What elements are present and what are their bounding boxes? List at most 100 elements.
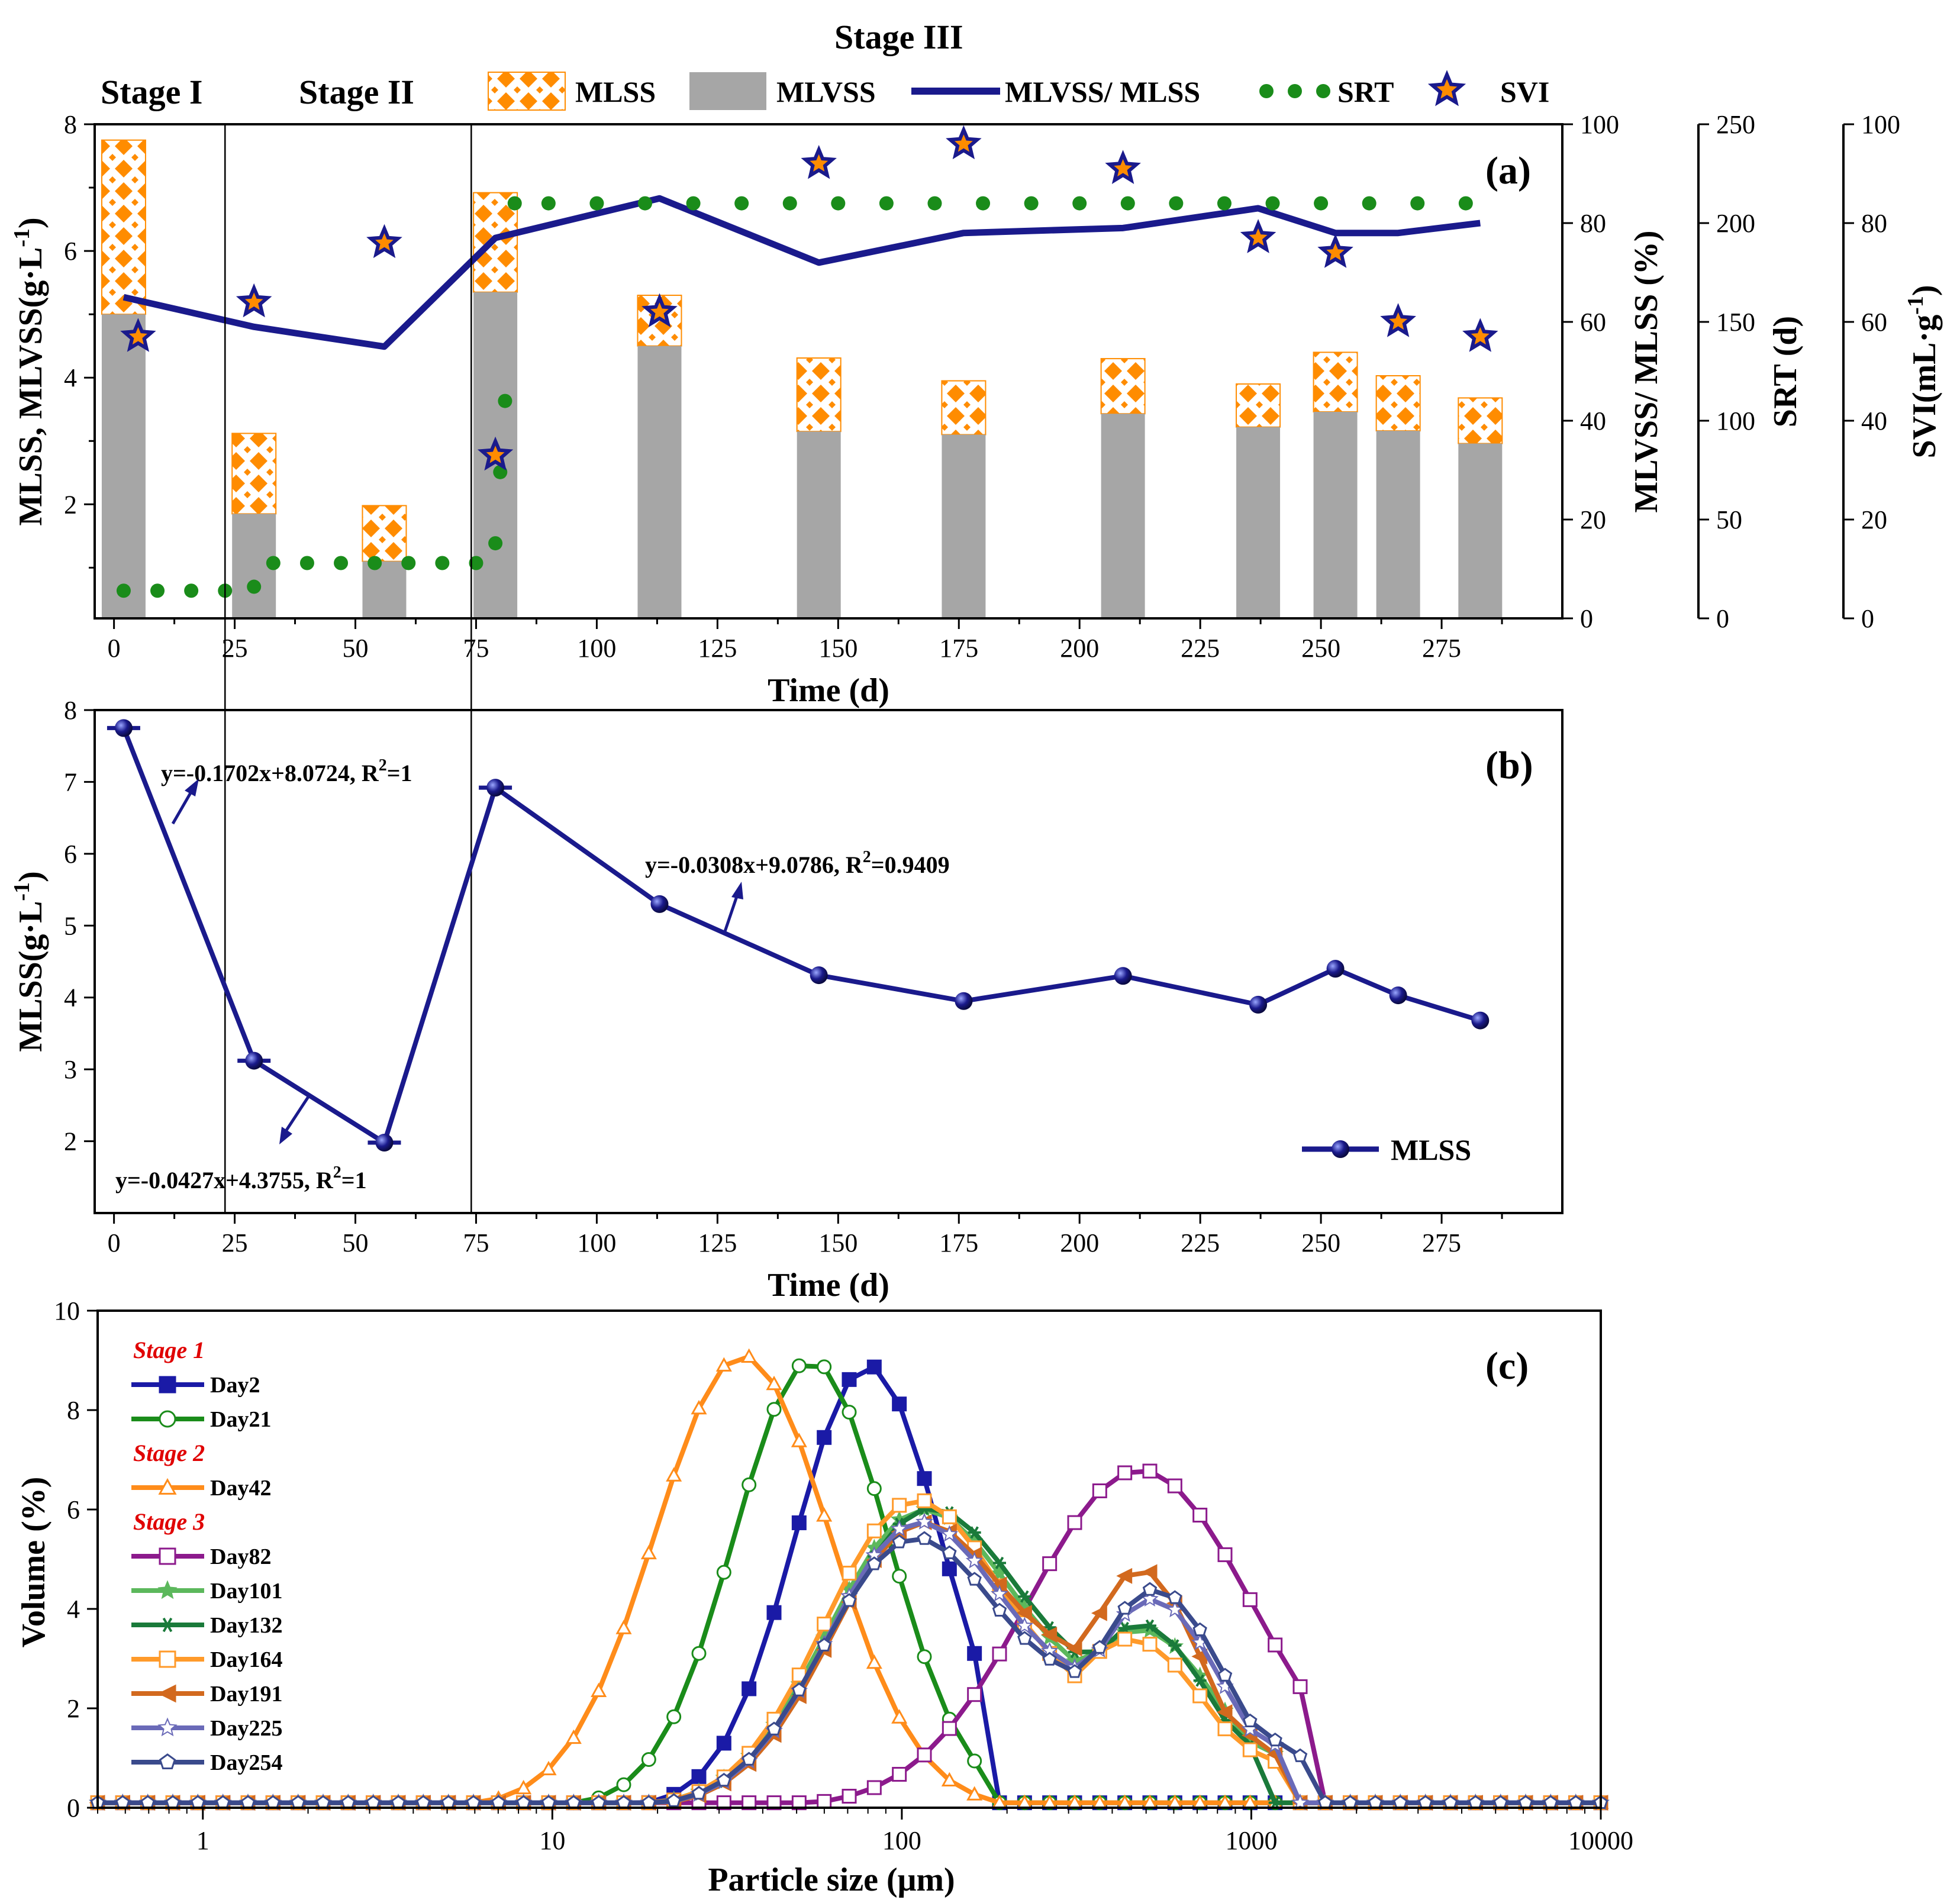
point-mlss-b [1249,995,1268,1014]
point-mlss-b [1471,1011,1490,1030]
equation-stage-3-tail: =0.9409 [871,851,950,878]
panel-c-frame [96,1309,1602,1809]
y-tick-label-ratio: 0 [1580,604,1593,633]
marker-square [1217,1547,1233,1562]
marker-pentagon [942,1545,957,1559]
legend-label-c: Day191 [210,1682,282,1707]
equation-stage-2-tail: =1 [341,1167,367,1194]
panel-a-frame [94,123,1564,620]
point-svi [946,125,982,160]
panel-b-axes: 0 25 50 75 100 125 150 175 200 225 250 275 2 3 4 5 6 7 8 [64,696,1503,1257]
marker-square [1217,1721,1233,1737]
series-day225 [89,1512,1610,1811]
marker-square [942,1721,957,1736]
marker-pentagon [691,1786,707,1800]
equation-stage-3: y=-0.0308x+9.0786, R2=0.9409 [645,848,950,878]
y-tick-label-srt: 200 [1716,209,1755,238]
marker-triangle-left [1041,1627,1058,1643]
y-tick-label-svi: 20 [1861,505,1887,534]
marker-triangle [691,1399,707,1415]
marker-square [766,1795,782,1811]
marker-asterisk [970,1526,979,1539]
x-tick-label-a: 225 [1181,634,1220,663]
equation-stage-1-main: y=-0.1702x+8.0724, R [161,760,379,786]
marker-triangle-left [1216,1704,1233,1720]
y-tick-label-srt: 50 [1716,505,1742,534]
marker-circle [791,1358,807,1373]
marker-pentagon [917,1531,932,1545]
point-mlss-b [114,719,133,737]
marker-square [159,1376,176,1394]
series-day132 [91,1502,1607,1810]
marker-pentagon [1217,1667,1233,1682]
panel-a-ylabel-left: MLSS, MLVSS(g·L-1) [9,217,49,525]
marker-asterisk [1195,1674,1204,1687]
marker-triangle [565,1729,582,1744]
marker-pentagon [1292,1748,1308,1762]
x-tick-label-b: 0 [108,1228,121,1257]
marker-square [1067,1515,1082,1530]
panel-a-xlabel: Time (d) [768,672,889,709]
marker-triangle-left [1116,1567,1133,1584]
marker-square [917,1747,932,1763]
marker-circle [842,1405,857,1420]
marker-square [1167,1478,1182,1494]
legend-dot-srt [1259,84,1274,98]
marker-pentagon [1067,1664,1082,1678]
marker-triangle [515,1779,532,1795]
marker-square [866,1359,882,1375]
arrow-eq2-shaft [285,1095,311,1131]
point-srt [184,583,199,598]
marker-pentagon [1268,1732,1282,1747]
bar-mlss [1236,383,1281,428]
marker-triangle [715,1357,732,1372]
point-srt [435,556,450,570]
series-day191 [89,1514,1608,1811]
bar-mlvss [637,346,682,618]
marker-pentagon [817,1637,831,1652]
marker-pentagon [892,1534,907,1549]
equation-stage-3-main: y=-0.0308x+9.0786, R [645,851,863,878]
x-tick-label-a: 100 [577,634,616,663]
marker-square [159,1650,176,1668]
point-svi [1240,219,1276,253]
bar-mlss [941,380,987,436]
y-tick-label-b: 8 [64,696,77,725]
y-tick-label-c: 6 [67,1495,80,1524]
marker-square [742,1795,757,1811]
marker-square [917,1471,932,1486]
y-tick-label-c: 10 [54,1296,80,1325]
marker-square [866,1780,882,1795]
marker-square [892,1498,907,1513]
legend-star-svi [1427,70,1466,107]
marker-star [890,1520,908,1537]
legend-stage-label-c: Stage 1 [133,1337,205,1363]
marker-pentagon [1117,1601,1132,1615]
legend-label-ratio: MLVSS/ MLSS [1005,75,1200,108]
marker-square [159,1547,176,1565]
point-mlss-b [1389,986,1407,1005]
bar-mlss [1375,375,1421,432]
point-srt [1458,196,1473,211]
bar-mlss [362,505,407,562]
equation-stage-2-sup: 2 [333,1163,341,1182]
point-srt [334,556,349,570]
marker-triangle [966,1786,983,1801]
marker-triangle [791,1433,807,1447]
legend-stage-label-c: Stage 2 [133,1440,205,1466]
point-srt [927,196,942,211]
legend-label-c: Day101 [210,1579,282,1604]
marker-square [942,1561,957,1576]
y-tick-label-c: 8 [67,1396,80,1425]
bar-mlvss [1236,427,1281,618]
marker-pentagon [1092,1640,1107,1654]
marker-circle [866,1481,882,1496]
point-srt [1024,196,1039,211]
legend-stage-label-c: Stage 3 [133,1508,205,1535]
y-tick-label-c: 4 [67,1595,80,1624]
y-tick-label-b: 3 [64,1055,77,1084]
x-tick-label-c: 100 [882,1826,921,1855]
x-tick-label-b: 250 [1301,1228,1340,1257]
point-srt [589,196,604,211]
